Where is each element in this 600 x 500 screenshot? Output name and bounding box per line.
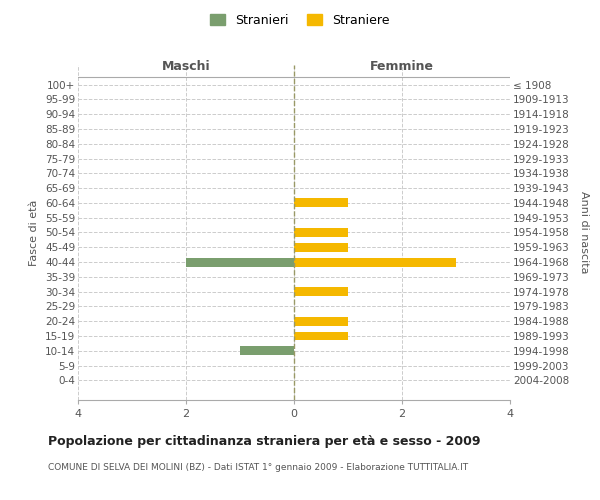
Bar — [294, 287, 348, 296]
Bar — [240, 346, 294, 355]
Bar — [294, 332, 348, 340]
Bar — [294, 317, 348, 326]
Bar — [294, 228, 348, 237]
Bar — [186, 258, 294, 266]
Text: Maschi: Maschi — [161, 60, 211, 73]
Text: Femmine: Femmine — [370, 60, 434, 73]
Text: COMUNE DI SELVA DEI MOLINI (BZ) - Dati ISTAT 1° gennaio 2009 - Elaborazione TUTT: COMUNE DI SELVA DEI MOLINI (BZ) - Dati I… — [48, 462, 468, 471]
Text: Popolazione per cittadinanza straniera per età e sesso - 2009: Popolazione per cittadinanza straniera p… — [48, 435, 481, 448]
Y-axis label: Fasce di età: Fasce di età — [29, 200, 40, 266]
Bar — [294, 243, 348, 252]
Legend: Stranieri, Straniere: Stranieri, Straniere — [205, 8, 395, 32]
Bar — [294, 198, 348, 207]
Bar — [294, 258, 456, 266]
Y-axis label: Anni di nascita: Anni di nascita — [579, 191, 589, 274]
